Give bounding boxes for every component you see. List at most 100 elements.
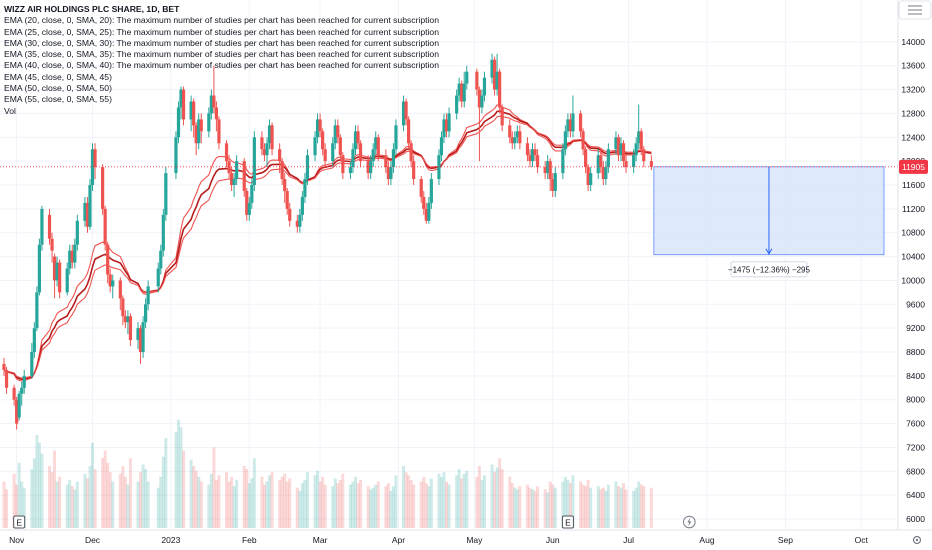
candle[interactable] — [624, 155, 628, 174]
candle[interactable] — [35, 286, 39, 332]
candle[interactable] — [495, 53, 499, 96]
candle[interactable] — [409, 140, 413, 168]
candle[interactable] — [2, 357, 6, 376]
candle[interactable] — [457, 77, 461, 102]
candle[interactable] — [482, 71, 487, 102]
candle[interactable] — [442, 113, 446, 144]
candle[interactable] — [460, 80, 464, 108]
candle[interactable] — [639, 128, 643, 156]
candle[interactable] — [637, 104, 641, 150]
candle[interactable] — [298, 208, 302, 233]
candle[interactable] — [606, 143, 610, 174]
candle[interactable] — [161, 208, 165, 257]
candle[interactable] — [58, 259, 62, 299]
candle[interactable] — [553, 167, 557, 197]
candle[interactable] — [336, 119, 340, 144]
candle[interactable] — [30, 343, 34, 379]
candle[interactable] — [174, 131, 178, 180]
study-ema-20[interactable]: EMA (20, close, 0, SMA, 20): The maximum… — [4, 15, 439, 26]
candle[interactable] — [406, 116, 411, 150]
lightning-icon[interactable] — [682, 515, 696, 529]
candle[interactable] — [586, 164, 590, 191]
candle[interactable] — [394, 119, 398, 156]
study-ema-45[interactable]: EMA (45, close, 0, SMA, 45) — [4, 71, 112, 82]
candle[interactable] — [126, 310, 130, 335]
candle[interactable] — [108, 268, 112, 293]
candle[interactable] — [265, 137, 269, 168]
candle[interactable] — [604, 161, 608, 186]
candle[interactable] — [427, 196, 431, 224]
study-volume[interactable]: Vol — [4, 105, 16, 116]
measure-tool[interactable] — [653, 166, 885, 256]
candle[interactable] — [632, 149, 636, 174]
candle[interactable] — [217, 116, 221, 150]
candle[interactable] — [285, 187, 289, 215]
candle[interactable] — [141, 316, 145, 358]
candle[interactable] — [20, 381, 24, 406]
candle[interactable] — [348, 161, 353, 180]
candle[interactable] — [121, 295, 125, 326]
candle[interactable] — [101, 164, 105, 215]
candle[interactable] — [412, 155, 416, 186]
candle[interactable] — [581, 128, 585, 156]
candle[interactable] — [12, 384, 16, 406]
study-ema-40[interactable]: EMA (40, close, 0, SMA, 40): The maximum… — [4, 60, 439, 71]
candle[interactable] — [508, 119, 512, 144]
candle[interactable] — [245, 187, 249, 221]
candle[interactable] — [288, 202, 292, 227]
candle[interactable] — [386, 161, 390, 186]
candle[interactable] — [477, 86, 482, 162]
candle[interactable] — [295, 214, 299, 233]
candle[interactable] — [589, 167, 593, 191]
candle[interactable] — [111, 274, 115, 299]
candle[interactable] — [37, 238, 42, 296]
candle[interactable] — [356, 125, 360, 150]
candle[interactable] — [323, 143, 327, 168]
study-ema-30[interactable]: EMA (30, close, 0, SMA, 30): The maximum… — [4, 37, 439, 48]
candle[interactable] — [227, 155, 231, 180]
candle[interactable] — [212, 65, 216, 114]
candle[interactable] — [138, 325, 143, 364]
candle[interactable] — [4, 366, 9, 394]
candle[interactable] — [498, 68, 502, 114]
candle[interactable] — [123, 310, 127, 329]
candle[interactable] — [159, 244, 163, 275]
candle[interactable] — [551, 173, 555, 197]
candle[interactable] — [619, 137, 623, 162]
candle[interactable] — [404, 98, 408, 126]
candle[interactable] — [280, 158, 284, 186]
candle[interactable] — [179, 86, 183, 120]
candle[interactable] — [391, 143, 396, 174]
candle[interactable] — [389, 161, 393, 186]
candle[interactable] — [465, 65, 469, 90]
candle[interactable] — [563, 125, 567, 156]
candle[interactable] — [128, 313, 133, 347]
candle[interactable] — [331, 137, 335, 168]
candle[interactable] — [214, 101, 219, 132]
candle[interactable] — [384, 149, 388, 174]
candle[interactable] — [47, 208, 52, 245]
candle[interactable] — [422, 190, 426, 215]
candle[interactable] — [492, 56, 497, 96]
candle[interactable] — [194, 122, 198, 156]
candle[interactable] — [366, 155, 370, 180]
candle[interactable] — [530, 143, 535, 168]
candle[interactable] — [333, 119, 337, 150]
candle[interactable] — [568, 113, 573, 138]
candle[interactable] — [136, 322, 140, 350]
candle[interactable] — [642, 146, 646, 168]
candle[interactable] — [351, 143, 355, 174]
candle[interactable] — [65, 262, 69, 296]
candle[interactable] — [358, 140, 363, 168]
candle[interactable] — [262, 143, 267, 162]
candle[interactable] — [88, 179, 92, 230]
candle[interactable] — [566, 113, 570, 138]
candle[interactable] — [199, 113, 203, 144]
candle[interactable] — [118, 277, 122, 311]
candle[interactable] — [475, 68, 479, 96]
candle[interactable] — [22, 369, 26, 394]
candle[interactable] — [73, 238, 77, 269]
candle[interactable] — [601, 161, 605, 186]
candle[interactable] — [338, 134, 342, 162]
gear-icon[interactable] — [912, 535, 922, 545]
